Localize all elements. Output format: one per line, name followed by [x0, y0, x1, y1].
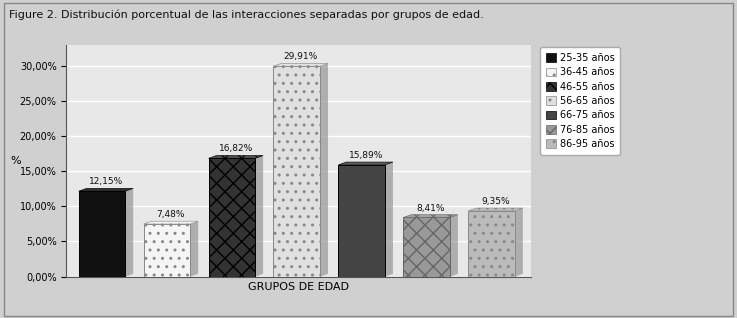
- Polygon shape: [144, 221, 198, 224]
- Polygon shape: [321, 64, 328, 277]
- Polygon shape: [79, 188, 133, 191]
- Polygon shape: [385, 162, 393, 277]
- Text: Figure 2. Distribución porcentual de las interacciones separadas por grupos de e: Figure 2. Distribución porcentual de las…: [9, 10, 483, 20]
- Text: 29,91%: 29,91%: [284, 52, 318, 61]
- Polygon shape: [403, 215, 458, 218]
- Bar: [144, 224, 190, 277]
- Bar: [468, 211, 515, 277]
- Polygon shape: [209, 156, 263, 158]
- Polygon shape: [273, 64, 328, 66]
- Text: 12,15%: 12,15%: [89, 177, 123, 186]
- Polygon shape: [515, 208, 523, 277]
- Polygon shape: [255, 156, 263, 277]
- Bar: [338, 165, 385, 277]
- Y-axis label: % : %: [11, 156, 25, 166]
- Polygon shape: [338, 162, 393, 165]
- Text: 9,35%: 9,35%: [481, 197, 510, 206]
- Bar: [403, 218, 450, 277]
- Text: 8,41%: 8,41%: [416, 204, 445, 212]
- Text: 16,82%: 16,82%: [219, 144, 253, 153]
- Polygon shape: [450, 215, 458, 277]
- Polygon shape: [190, 221, 198, 277]
- Legend: 25-35 años, 36-45 años, 46-55 años, 56-65 años, 66-75 años, 76-85 años, 86-95 añ: 25-35 años, 36-45 años, 46-55 años, 56-6…: [540, 47, 620, 155]
- Bar: [79, 191, 125, 277]
- Polygon shape: [468, 208, 523, 211]
- Text: 7,48%: 7,48%: [157, 210, 185, 219]
- Bar: [273, 66, 321, 277]
- X-axis label: GRUPOS DE EDAD: GRUPOS DE EDAD: [248, 282, 349, 292]
- Bar: [209, 158, 255, 277]
- Text: 15,89%: 15,89%: [349, 151, 383, 160]
- Polygon shape: [125, 188, 133, 277]
